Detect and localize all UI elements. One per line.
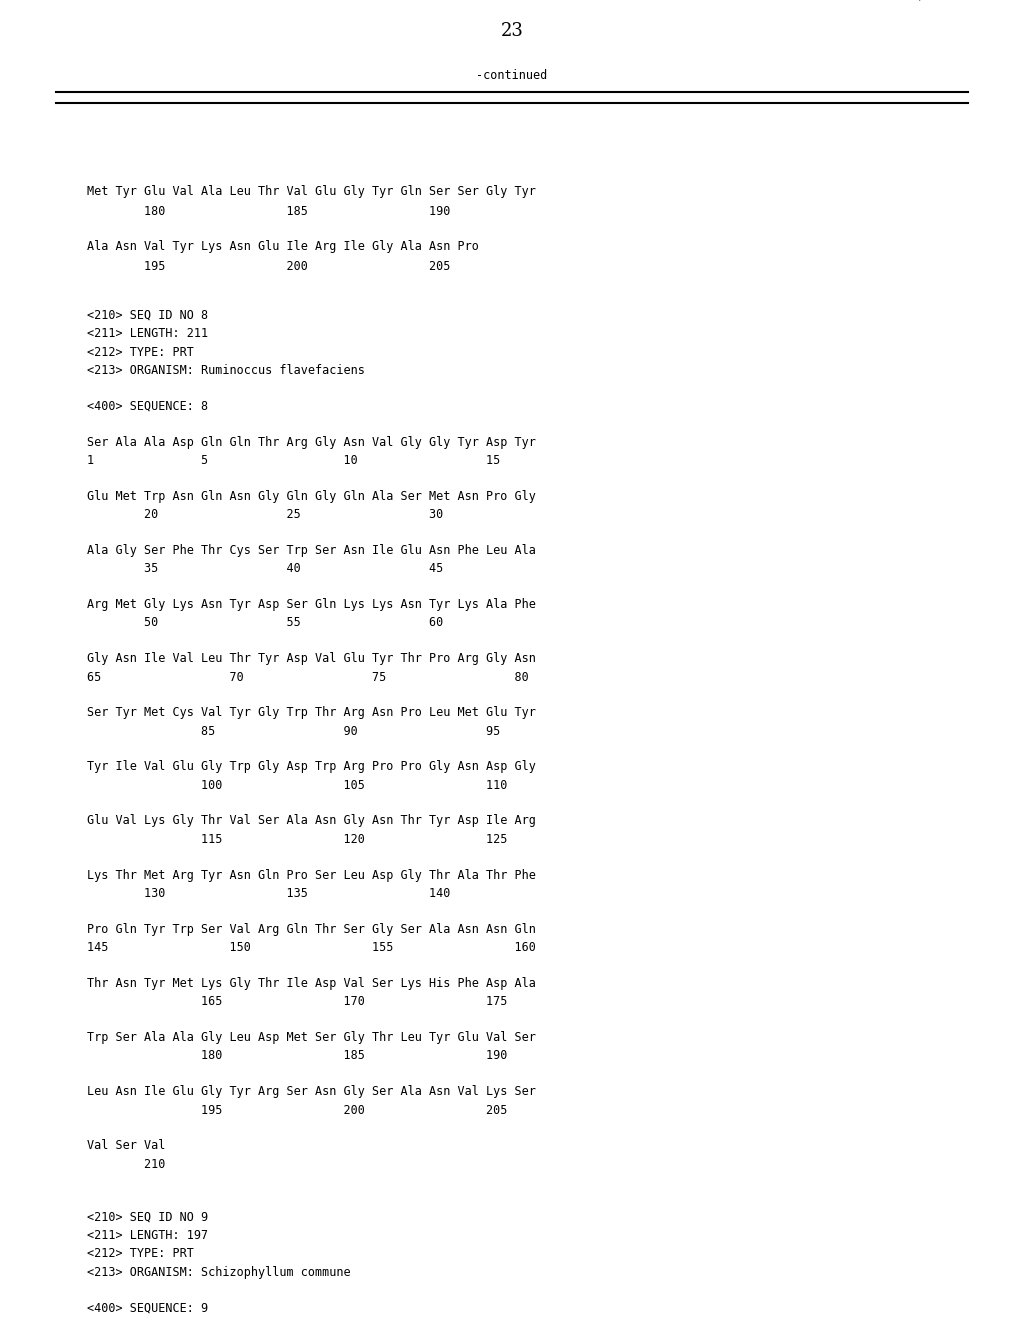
Text: 180                 185                 190: 180 185 190 (87, 205, 451, 218)
Text: <212> TYPE: PRT: <212> TYPE: PRT (87, 346, 194, 359)
Text: <211> LENGTH: 197: <211> LENGTH: 197 (87, 1229, 208, 1242)
Text: 115                 120                 125: 115 120 125 (87, 833, 508, 846)
Text: 85                  90                  95: 85 90 95 (87, 725, 501, 738)
Text: 100                 105                 110: 100 105 110 (87, 779, 508, 792)
Text: <400> SEQUENCE: 9: <400> SEQUENCE: 9 (87, 1302, 208, 1315)
Text: 23: 23 (501, 22, 523, 41)
Text: 20                  25                  30: 20 25 30 (87, 508, 443, 521)
Text: Ser Tyr Met Cys Val Tyr Gly Trp Thr Arg Asn Pro Leu Met Glu Tyr: Ser Tyr Met Cys Val Tyr Gly Trp Thr Arg … (87, 706, 536, 719)
Text: <210> SEQ ID NO 9: <210> SEQ ID NO 9 (87, 1210, 208, 1224)
Text: 50                  55                  60: 50 55 60 (87, 616, 443, 630)
Text: Lys Thr Met Arg Tyr Asn Gln Pro Ser Leu Asp Gly Thr Ala Thr Phe: Lys Thr Met Arg Tyr Asn Gln Pro Ser Leu … (87, 869, 536, 882)
Text: Gly Asn Ile Val Leu Thr Tyr Asp Val Glu Tyr Thr Pro Arg Gly Asn: Gly Asn Ile Val Leu Thr Tyr Asp Val Glu … (87, 652, 536, 665)
Text: 210: 210 (87, 1158, 166, 1171)
Text: Met Tyr Glu Val Ala Leu Thr Val Glu Gly Tyr Gln Ser Ser Gly Tyr: Met Tyr Glu Val Ala Leu Thr Val Glu Gly … (87, 185, 536, 198)
Text: <213> ORGANISM: Ruminoccus flavefaciens: <213> ORGANISM: Ruminoccus flavefaciens (87, 364, 365, 378)
Text: Pro Gln Tyr Trp Ser Val Arg Gln Thr Ser Gly Ser Ala Asn Asn Gln: Pro Gln Tyr Trp Ser Val Arg Gln Thr Ser … (87, 923, 536, 936)
Text: <400> SEQUENCE: 8: <400> SEQUENCE: 8 (87, 400, 208, 413)
Text: Trp Ser Ala Ala Gly Leu Asp Met Ser Gly Thr Leu Tyr Glu Val Ser: Trp Ser Ala Ala Gly Leu Asp Met Ser Gly … (87, 1031, 536, 1044)
Text: 1               5                   10                  15: 1 5 10 15 (87, 454, 501, 467)
Text: 130                 135                 140: 130 135 140 (87, 887, 451, 900)
Text: Leu Asn Ile Glu Gly Tyr Arg Ser Asn Gly Ser Ala Asn Val Lys Ser: Leu Asn Ile Glu Gly Tyr Arg Ser Asn Gly … (87, 1085, 536, 1098)
Text: 180                 185                 190: 180 185 190 (87, 1049, 508, 1063)
Text: 35                  40                  45: 35 40 45 (87, 562, 443, 576)
Text: Ala Gly Ser Phe Thr Cys Ser Trp Ser Asn Ile Glu Asn Phe Leu Ala: Ala Gly Ser Phe Thr Cys Ser Trp Ser Asn … (87, 544, 536, 557)
Text: <212> TYPE: PRT: <212> TYPE: PRT (87, 1247, 194, 1261)
Text: 165                 170                 175: 165 170 175 (87, 995, 508, 1008)
Text: 145                 150                 155                 160: 145 150 155 160 (87, 941, 536, 954)
Text: Glu Met Trp Asn Gln Asn Gly Gln Gly Gln Ala Ser Met Asn Pro Gly: Glu Met Trp Asn Gln Asn Gly Gln Gly Gln … (87, 490, 536, 503)
Text: <213> ORGANISM: Schizophyllum commune: <213> ORGANISM: Schizophyllum commune (87, 1266, 350, 1279)
Text: Thr Asn Tyr Met Lys Gly Thr Ile Asp Val Ser Lys His Phe Asp Ala: Thr Asn Tyr Met Lys Gly Thr Ile Asp Val … (87, 977, 536, 990)
Text: 65                  70                  75                  80: 65 70 75 80 (87, 671, 528, 684)
Text: 195                 200                 205: 195 200 205 (87, 260, 451, 273)
Text: <211> LENGTH: 211: <211> LENGTH: 211 (87, 327, 208, 341)
Text: Glu Val Lys Gly Thr Val Ser Ala Asn Gly Asn Thr Tyr Asp Ile Arg: Glu Val Lys Gly Thr Val Ser Ala Asn Gly … (87, 814, 536, 828)
Text: 195                 200                 205: 195 200 205 (87, 1104, 508, 1117)
Text: Ser Ala Ala Asp Gln Gln Thr Arg Gly Asn Val Gly Gly Tyr Asp Tyr: Ser Ala Ala Asp Gln Gln Thr Arg Gly Asn … (87, 436, 536, 449)
Text: -continued: -continued (476, 69, 548, 82)
Text: Ala Asn Val Tyr Lys Asn Glu Ile Arg Ile Gly Ala Asn Pro: Ala Asn Val Tyr Lys Asn Glu Ile Arg Ile … (87, 240, 479, 253)
Text: Arg Met Gly Lys Asn Tyr Asp Ser Gln Lys Lys Asn Tyr Lys Ala Phe: Arg Met Gly Lys Asn Tyr Asp Ser Gln Lys … (87, 598, 536, 611)
Text: <210> SEQ ID NO 8: <210> SEQ ID NO 8 (87, 309, 208, 322)
Text: Val Ser Val: Val Ser Val (87, 1139, 166, 1152)
Text: Tyr Ile Val Glu Gly Trp Gly Asp Trp Arg Pro Pro Gly Asn Asp Gly: Tyr Ile Val Glu Gly Trp Gly Asp Trp Arg … (87, 760, 536, 774)
